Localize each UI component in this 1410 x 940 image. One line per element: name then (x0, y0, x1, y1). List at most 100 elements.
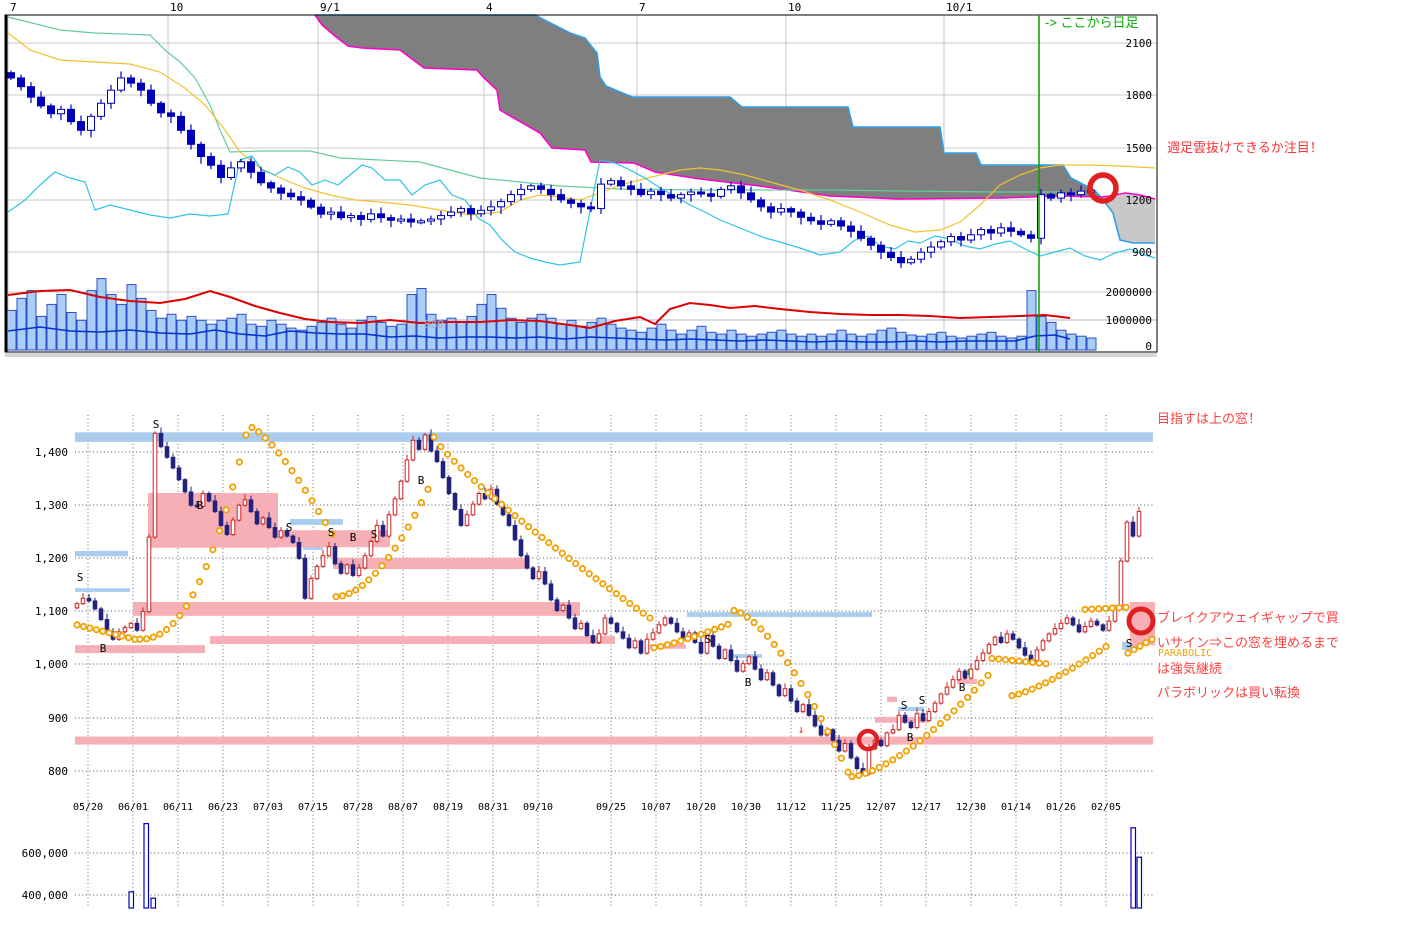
signal-B: B (100, 642, 107, 655)
svg-text:0: 0 (1145, 340, 1152, 353)
green-line (7, 16, 1060, 193)
svg-text:06/23: 06/23 (208, 802, 238, 813)
daily-candles (74, 427, 1142, 776)
svg-text:06/11: 06/11 (163, 802, 193, 813)
resistance-window-band (898, 706, 924, 712)
svg-text:11/12: 11/12 (776, 802, 806, 813)
svg-text:1000000: 1000000 (1106, 314, 1152, 327)
resistance-window-band (1122, 641, 1138, 650)
weekly-cloud-note: 週足雲抜けできるか注目！ (1167, 140, 1323, 155)
svg-text:10/20: 10/20 (686, 802, 716, 813)
signal-arrow: ↓ (798, 723, 805, 736)
signal-B: B (350, 531, 357, 544)
support-window-band (333, 557, 530, 570)
svg-text:09/25: 09/25 (596, 802, 626, 813)
yellow-line (7, 32, 1156, 233)
signal-S: S (328, 526, 335, 539)
svg-text:11/25: 11/25 (821, 802, 851, 813)
signal-S: S (1126, 637, 1133, 650)
svg-text:900: 900 (1132, 246, 1152, 259)
svg-text:10/07: 10/07 (641, 802, 671, 813)
svg-text:05/20: 05/20 (73, 802, 103, 813)
resistance-window-band (75, 550, 128, 557)
svg-text:600,000: 600,000 (22, 847, 68, 860)
svg-text:12/07: 12/07 (866, 802, 896, 813)
svg-text:1800: 1800 (1126, 89, 1153, 102)
svg-text:10/30: 10/30 (731, 802, 761, 813)
signal-B: B (197, 499, 204, 512)
ichimoku-cloud (314, 14, 1156, 244)
breakaway-note-line2: いサイン⇒この窓を埋めるまで (1157, 635, 1340, 650)
volume-ma-blue (7, 326, 1071, 343)
svg-text:7: 7 (10, 1, 17, 14)
weekly-indicator-lines (7, 16, 1156, 266)
cloud-twist-light (1101, 193, 1155, 243)
svg-text:1,100: 1,100 (35, 605, 68, 618)
svg-text:07/15: 07/15 (298, 802, 328, 813)
svg-text:1,300: 1,300 (35, 499, 68, 512)
svg-text:2000000: 2000000 (1106, 286, 1152, 299)
svg-text:400,000: 400,000 (22, 889, 68, 902)
support-window-band (133, 602, 580, 616)
daily-grid (75, 415, 1153, 908)
svg-text:07/03: 07/03 (253, 802, 283, 813)
signal-B: B (418, 474, 425, 487)
weekly-highlight-circle (1087, 172, 1119, 204)
support-window-band (278, 530, 390, 548)
svg-text:12/30: 12/30 (956, 802, 986, 813)
support-window-band (887, 696, 897, 703)
cyan-line (7, 155, 1156, 266)
weekly-axis-labels: 7 10 9/1 4 7 10 10/1 2100 1800 1500 1200 900 2000000… (10, 1, 1152, 353)
volume-ma-red (7, 288, 1071, 330)
svg-text:800: 800 (48, 765, 68, 778)
signal-S: S (286, 521, 293, 534)
svg-text:06/01: 06/01 (118, 802, 148, 813)
target-window-note: 目指すは上の窓！ (1157, 411, 1262, 426)
signal-S: S (371, 528, 378, 541)
svg-text:1200: 1200 (1126, 194, 1153, 207)
support-window-band (957, 679, 977, 684)
weekly-frame (4, 14, 1158, 357)
window-bands (75, 432, 1155, 745)
breakaway-note-line3: は強気継続 (1157, 661, 1223, 676)
svg-text:12/17: 12/17 (911, 802, 941, 813)
parabolic-buy-note: パラボリックは買い転換 (1157, 685, 1301, 700)
svg-text:08/19: 08/19 (433, 802, 463, 813)
gap-highlight-circle (856, 728, 880, 752)
daily-start-note: -> ここから日足 (1045, 15, 1139, 30)
parabolic-sar-dots (73, 423, 1156, 781)
daily-axis-labels: 05/20 06/01 06/11 06/23 07/03 07/15 07/28 08/07… (22, 446, 1121, 902)
gap-highlight-circle (1126, 606, 1156, 636)
svg-text:10/1: 10/1 (946, 1, 973, 14)
signal-arrow: ↓ (965, 665, 972, 678)
svg-text:1,000: 1,000 (35, 658, 68, 671)
resistance-window-band (728, 654, 762, 658)
svg-text:1,400: 1,400 (35, 446, 68, 459)
support-window-band (75, 645, 205, 654)
resistance-window-band (75, 588, 130, 592)
svg-text:09/10: 09/10 (523, 802, 553, 813)
resistance-window-band (290, 519, 343, 525)
signal-B: B (907, 731, 914, 744)
weekly-highlight (1087, 172, 1119, 204)
breakaway-note-line1: ブレイクアウェイギャップで買 (1157, 610, 1339, 625)
svg-text:4: 4 (486, 1, 493, 14)
svg-text:08/31: 08/31 (478, 802, 508, 813)
resistance-window-band (75, 432, 1153, 442)
svg-text:9/1: 9/1 (320, 1, 340, 14)
svg-text:07/28: 07/28 (343, 802, 373, 813)
support-window-band (875, 716, 928, 723)
svg-text:01/26: 01/26 (1046, 802, 1076, 813)
svg-text:10: 10 (788, 1, 801, 14)
svg-text:08/07: 08/07 (388, 802, 418, 813)
signal-S: S (705, 633, 712, 646)
resistance-window-band (687, 612, 872, 617)
daily-volume (128, 822, 1143, 909)
signal-S: S (153, 418, 160, 431)
parabolic-indicator-label: PARABOLIC (1158, 648, 1213, 659)
svg-text:10: 10 (170, 1, 183, 14)
signal-S: S (901, 699, 908, 712)
signal-S: S (77, 571, 84, 584)
